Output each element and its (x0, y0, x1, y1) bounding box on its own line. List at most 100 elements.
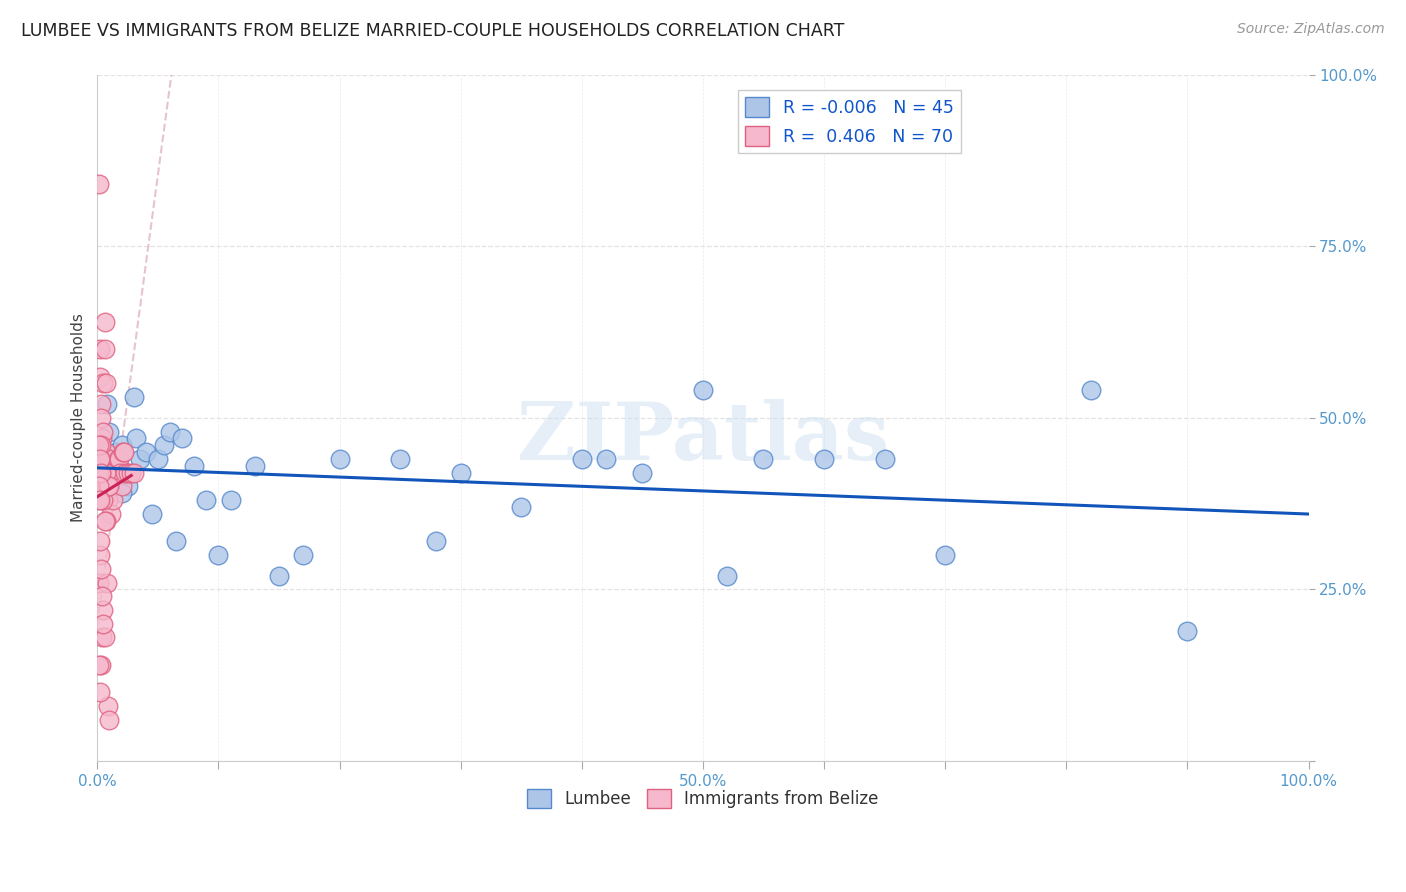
Point (122, 466, 145, 480)
Point (97, 493, 120, 508)
Point (87, 438, 110, 452)
Point (631, 466, 654, 480)
Point (110, 438, 132, 452)
Point (90, 562, 112, 576)
Point (93, 315, 115, 329)
Point (108, 458, 131, 473)
Point (108, 452, 131, 467)
Point (117, 479, 139, 493)
Point (141, 507, 163, 521)
Point (98, 713, 121, 727)
Point (122, 390, 145, 404)
Point (120, 466, 142, 480)
Point (87, 178, 110, 192)
Point (101, 466, 124, 480)
Point (243, 458, 266, 473)
Point (107, 452, 129, 467)
Point (97, 699, 120, 714)
Point (595, 452, 617, 467)
Point (94, 466, 117, 480)
Point (219, 493, 242, 508)
Point (450, 466, 472, 480)
Point (90, 397, 112, 411)
Text: LUMBEE VS IMMIGRANTS FROM BELIZE MARRIED-COUPLE HOUSEHOLDS CORRELATION CHART: LUMBEE VS IMMIGRANTS FROM BELIZE MARRIED… (21, 22, 845, 40)
Point (128, 452, 150, 467)
Point (752, 452, 775, 467)
Point (135, 445, 157, 459)
Point (94, 376, 117, 391)
Point (207, 548, 229, 562)
Point (103, 466, 125, 480)
Point (98, 479, 121, 493)
Text: ZIPatlas: ZIPatlas (517, 400, 889, 477)
Point (90, 466, 112, 480)
Y-axis label: Married-couple Households: Married-couple Households (72, 313, 86, 522)
Point (110, 466, 132, 480)
Point (104, 445, 127, 459)
Point (91, 631, 114, 645)
Point (93, 603, 115, 617)
Legend: Lumbee, Immigrants from Belize: Lumbee, Immigrants from Belize (520, 782, 886, 814)
Point (90, 410, 112, 425)
Point (96, 479, 118, 493)
Point (94, 514, 117, 528)
Point (1177, 624, 1199, 638)
Point (91, 445, 114, 459)
Point (94, 445, 117, 459)
Point (510, 500, 533, 514)
Point (110, 479, 132, 493)
Point (89, 493, 111, 508)
Point (98, 452, 121, 467)
Point (329, 452, 352, 467)
Point (98, 452, 121, 467)
Point (89, 685, 111, 699)
Point (813, 452, 835, 467)
Point (89, 369, 111, 384)
Point (89, 452, 111, 467)
Point (571, 452, 593, 467)
Point (104, 458, 127, 473)
Point (93, 452, 115, 467)
Point (125, 431, 148, 445)
Point (93, 493, 115, 508)
Point (172, 431, 194, 445)
Point (90, 438, 112, 452)
Point (87, 575, 110, 590)
Point (153, 438, 176, 452)
Point (89, 548, 111, 562)
Point (87, 657, 110, 672)
Point (89, 342, 111, 356)
Point (98, 425, 121, 439)
Point (716, 568, 738, 582)
Point (165, 534, 187, 549)
Point (112, 445, 135, 459)
Point (97, 458, 120, 473)
Point (89, 452, 111, 467)
Point (96, 575, 118, 590)
Point (146, 452, 169, 467)
Point (93, 616, 115, 631)
Point (97, 479, 120, 493)
Point (183, 458, 205, 473)
Point (87, 479, 110, 493)
Point (692, 384, 714, 398)
Point (110, 486, 132, 500)
Point (873, 452, 896, 467)
Point (105, 466, 128, 480)
Point (93, 376, 115, 391)
Point (292, 548, 315, 562)
Point (100, 507, 122, 521)
Point (93, 425, 115, 439)
Point (87, 466, 110, 480)
Point (934, 548, 956, 562)
Point (96, 397, 118, 411)
Point (91, 590, 114, 604)
Point (91, 431, 114, 445)
Point (87, 493, 110, 508)
Point (104, 466, 127, 480)
Point (101, 466, 124, 480)
Point (93, 342, 115, 356)
Point (267, 568, 290, 582)
Point (93, 493, 115, 508)
Point (93, 631, 115, 645)
